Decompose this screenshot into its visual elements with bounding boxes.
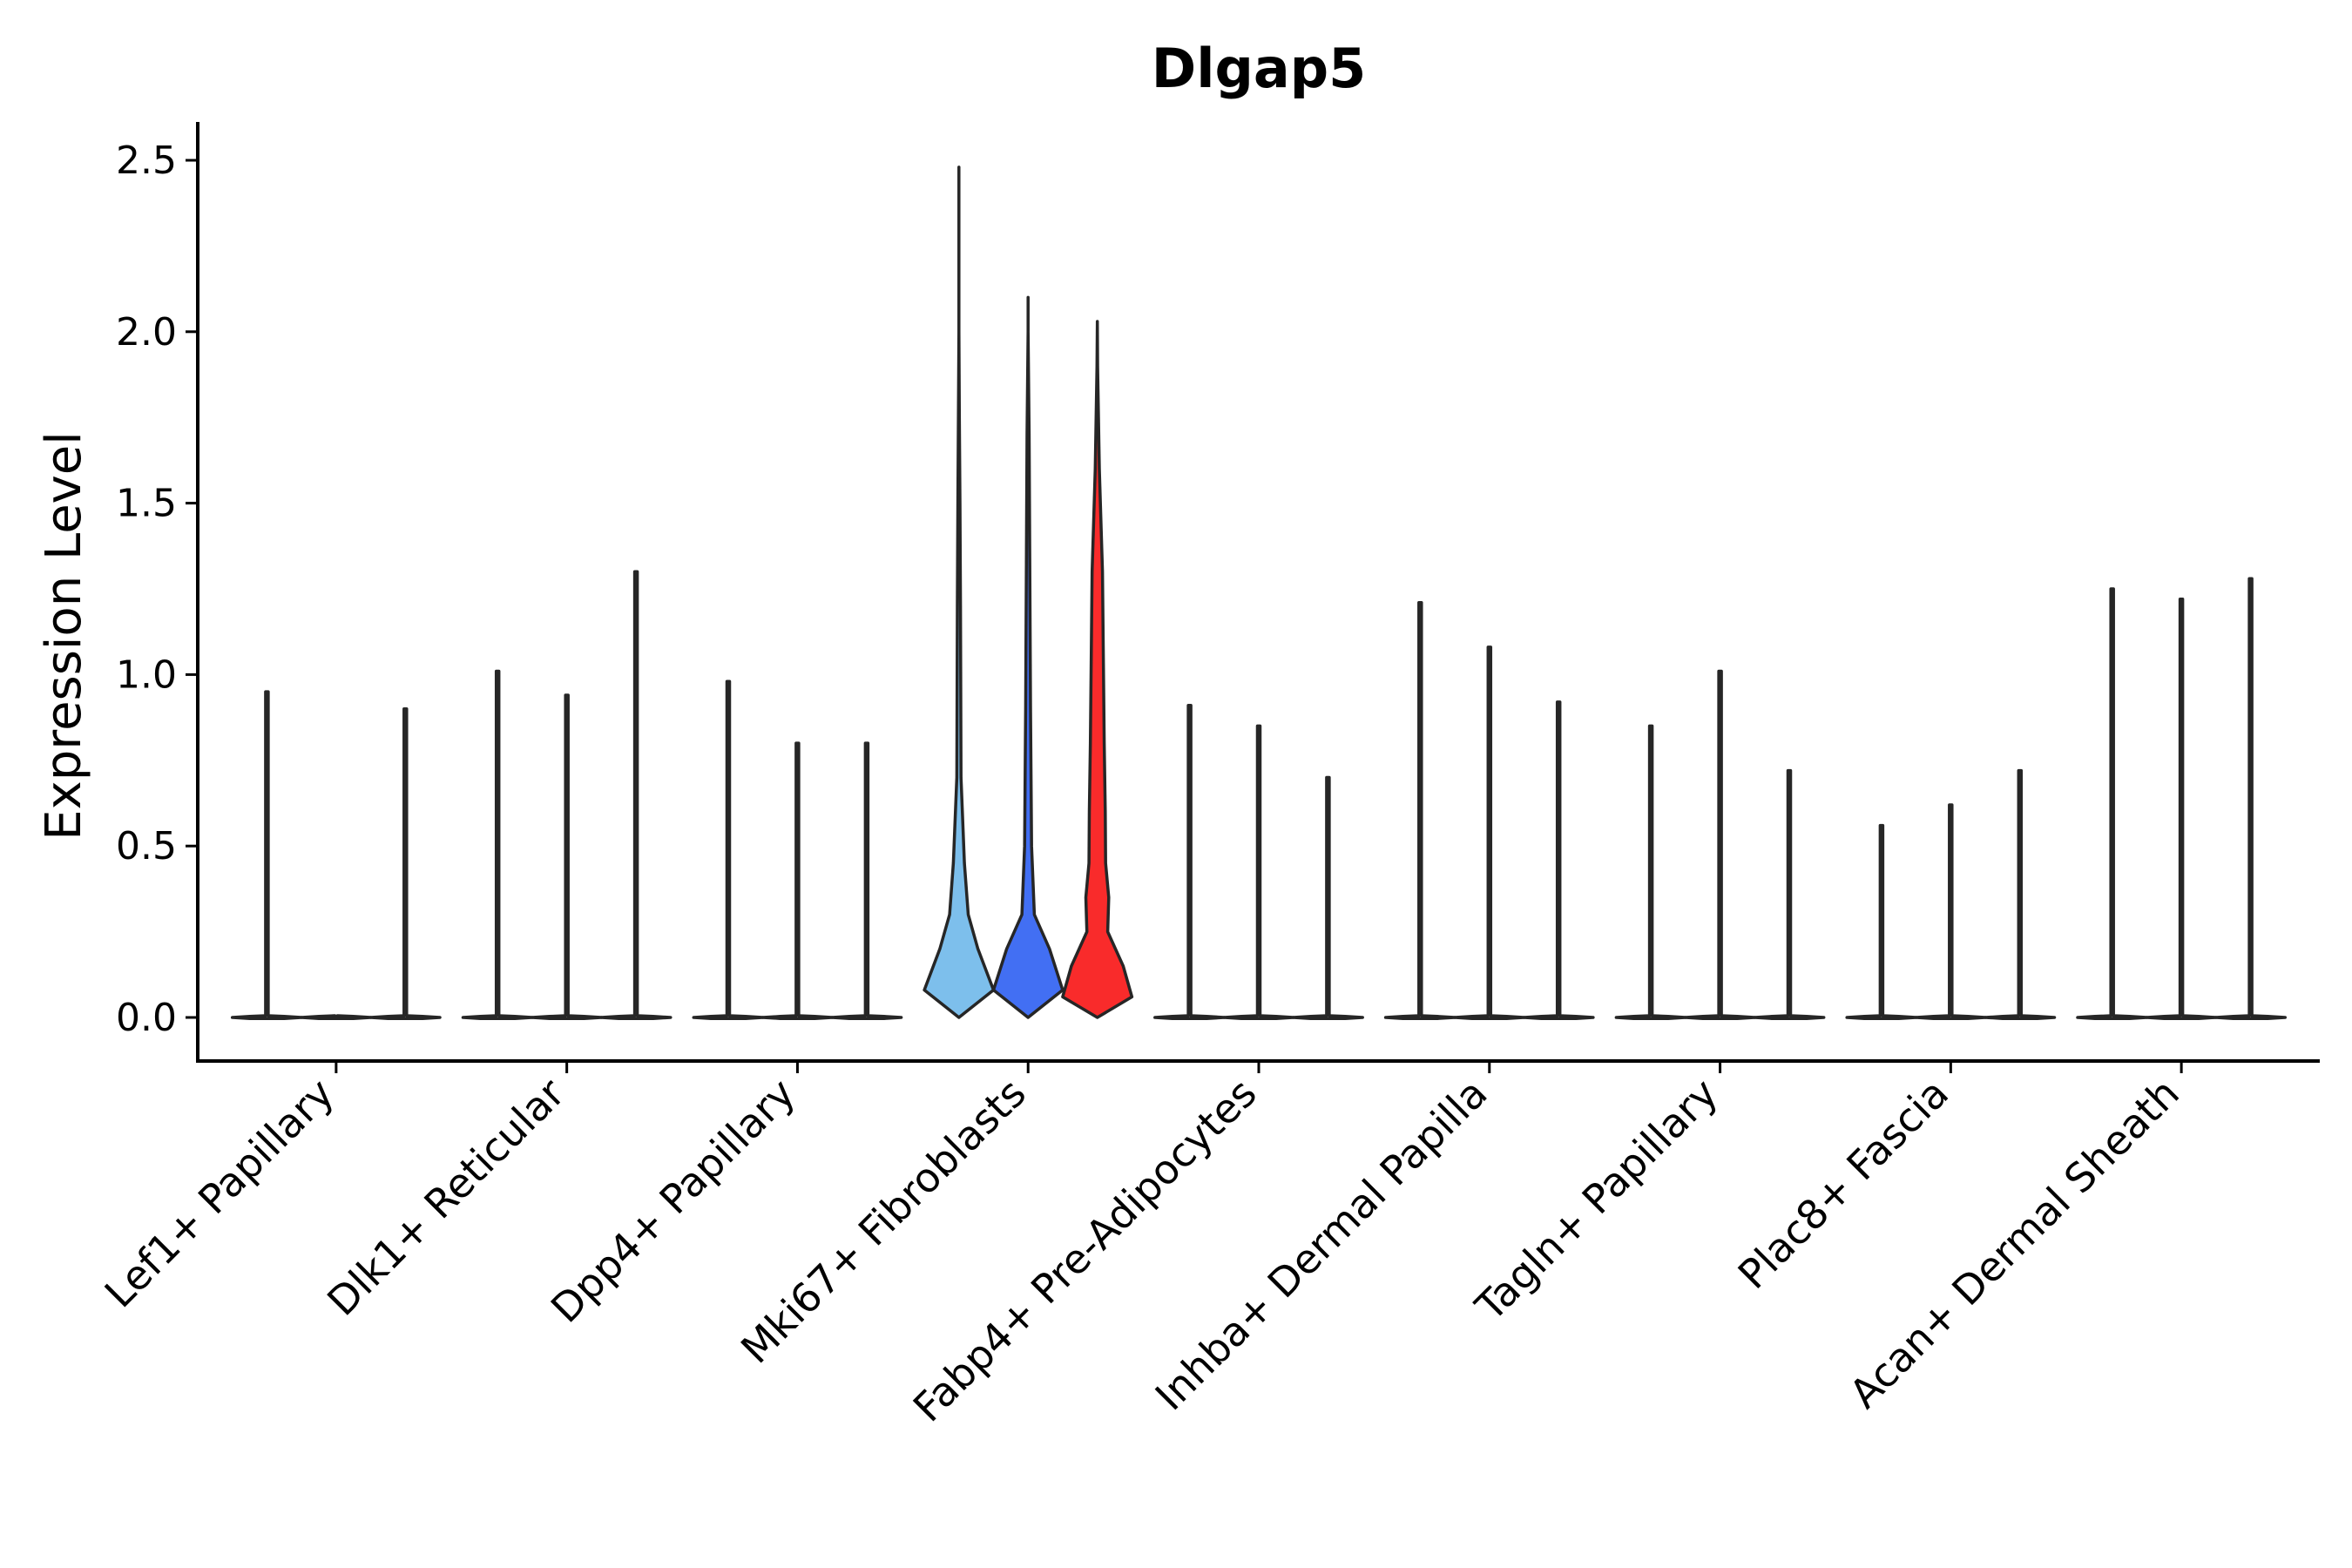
violin-mark [368, 707, 442, 1020]
violin-mark [1984, 768, 2057, 1020]
y-ticks-layer: 0.0 0.5 1.0 1.5 2.0 2.5 [116, 139, 198, 1040]
violin-mark [1914, 803, 1987, 1020]
y-tick-label: 0.5 [116, 824, 177, 868]
violin-mark [1291, 775, 1364, 1020]
violin-mark [991, 295, 1064, 1019]
category-label: Tagln+ Papillary [1466, 1070, 1727, 1331]
violin-mark [300, 1014, 373, 1020]
violin-mark [1222, 724, 1295, 1020]
violin-mark [2145, 598, 2218, 1020]
y-tick-label: 1.5 [116, 482, 177, 526]
violin-mark [1383, 600, 1456, 1020]
violin-mark [1614, 724, 1687, 1020]
violin-mark [1453, 645, 1526, 1020]
violin-mark [830, 741, 903, 1020]
violin-mark [1522, 700, 1595, 1020]
chart-title: Dlgap5 [1152, 37, 1366, 100]
violin-mark [1753, 768, 1826, 1020]
violin-mark [760, 741, 834, 1020]
violin-mark [531, 693, 604, 1020]
y-tick-label: 1.0 [116, 652, 177, 697]
violin-mark [692, 679, 765, 1020]
violin-mark [1845, 823, 1918, 1020]
violin-mark [230, 690, 303, 1020]
y-axis-label: Expression Level [36, 431, 92, 841]
violin-mark [1684, 669, 1757, 1020]
y-tick-label: 2.0 [116, 310, 177, 355]
violins-layer [230, 166, 2288, 1020]
category-label: Plac8+ Fascia [1729, 1070, 1957, 1298]
violin-mark [923, 166, 996, 1019]
y-tick-label: 0.0 [116, 996, 177, 1040]
y-tick-label: 2.5 [116, 139, 177, 183]
violin-mark [461, 669, 534, 1020]
category-label: Dpp4+ Papillary [542, 1070, 804, 1332]
violin-mark [2076, 587, 2149, 1020]
category-label: Lef1+ Papillary [96, 1070, 343, 1317]
violin-mark [2214, 577, 2288, 1020]
violin-mark [1061, 320, 1134, 1019]
violin-mark [1153, 704, 1227, 1020]
category-label: Dlk1+ Reticular [318, 1070, 573, 1325]
violin-mark [599, 570, 672, 1020]
